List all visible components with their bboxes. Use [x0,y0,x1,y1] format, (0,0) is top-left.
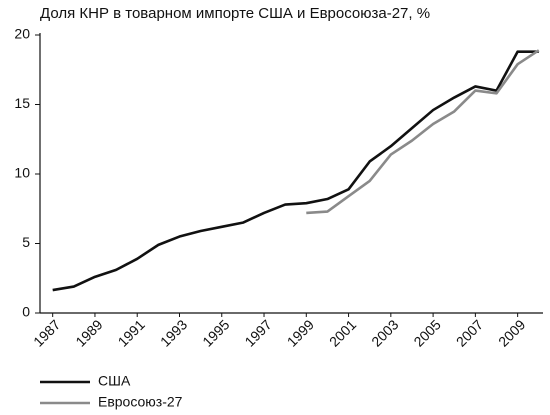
y-tick-label: 20 [14,26,30,42]
x-tick-label: 1991 [115,316,148,349]
x-tick-label: 1999 [284,316,317,349]
chart-title: Доля КНР в товарном импорте США и Евросо… [40,5,430,22]
x-tick-label: 1987 [30,316,63,349]
x-tick-label: 1995 [199,316,232,349]
x-tick-label: 2001 [326,316,359,349]
x-tick-label: 2007 [453,316,486,349]
series-line [52,50,539,292]
y-tick-label: 0 [22,304,30,320]
legend-label: Евросоюз-27 [98,394,183,410]
x-tick-label: 1997 [241,316,274,349]
legend-label: США [98,373,131,389]
x-tick-label: 2009 [495,316,528,349]
series-line [306,49,540,215]
x-tick-label: 1989 [72,316,105,349]
x-tick-label: 1993 [157,316,190,349]
y-tick-label: 10 [14,165,30,181]
x-tick-label: 2005 [410,316,443,349]
y-tick-label: 15 [14,95,30,111]
y-tick-label: 5 [22,234,30,250]
x-tick-label: 2003 [368,316,401,349]
